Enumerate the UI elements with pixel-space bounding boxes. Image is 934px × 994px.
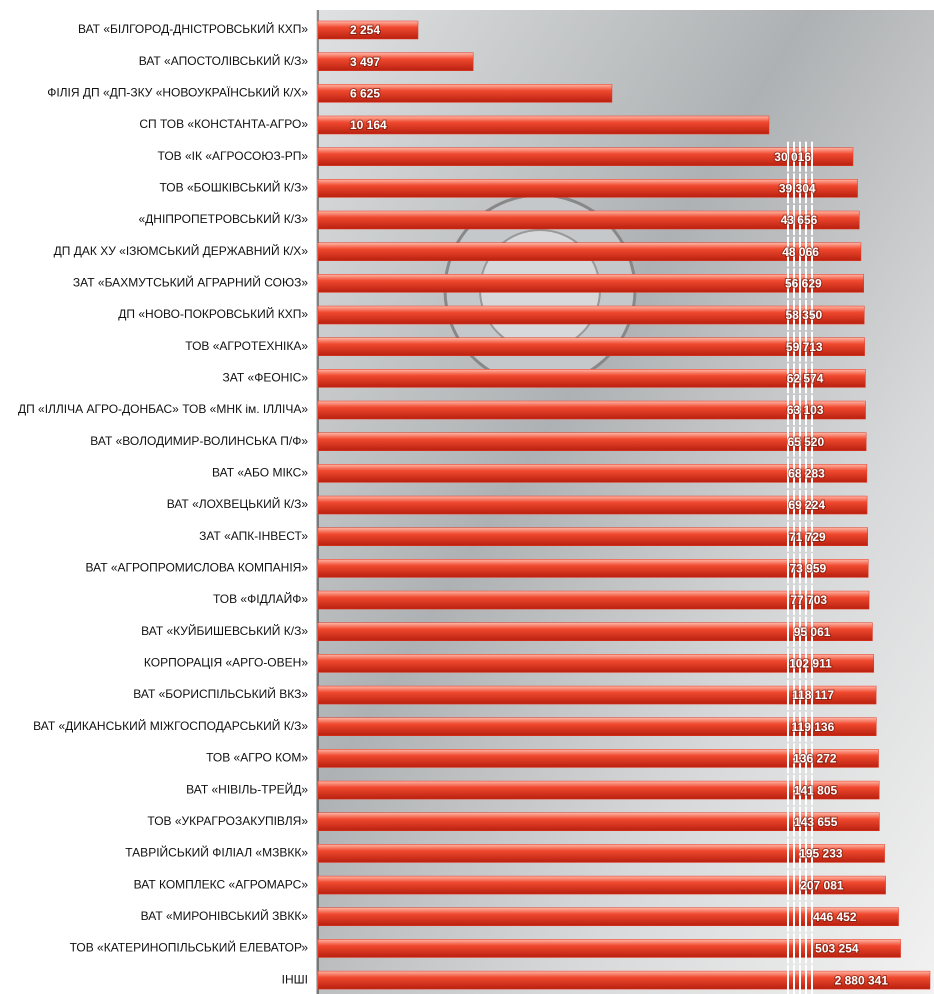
value-label: 6 625	[350, 87, 380, 101]
value-label: 71 729	[789, 530, 826, 544]
bar	[317, 590, 870, 610]
category-label: ІНШІ	[282, 972, 308, 986]
value-label: 56 629	[785, 277, 822, 291]
bar	[317, 622, 873, 641]
value-label: 503 254	[815, 942, 859, 956]
bar	[317, 780, 880, 800]
value-label: 2 254	[350, 23, 380, 37]
category-label: ВАТ «АГРОПРОМИСЛОВА КОМПАНІЯ»	[86, 561, 309, 575]
value-label: 118 117	[792, 688, 834, 702]
bar	[317, 495, 868, 515]
value-label: 446 452	[813, 910, 857, 924]
value-label: 43 656	[781, 213, 818, 227]
bar	[317, 685, 877, 705]
bar	[317, 812, 880, 831]
bar	[317, 464, 868, 483]
category-label: ВАТ «БІЛГОРОД-ДНІСТРОВСЬКИЙ КХП»	[78, 21, 308, 36]
category-label: ВАТ «АПОСТОЛІВСЬКИЙ К/З»	[139, 53, 309, 68]
value-label: 143 655	[794, 815, 838, 829]
category-label: ВАТ «АБО МІКС»	[212, 466, 308, 480]
category-label: ДП ДАК ХУ «ІЗЮМСЬКИЙ ДЕРЖАВНИЙ К/Х»	[54, 243, 309, 258]
bar	[317, 875, 886, 895]
value-label: 59 713	[786, 340, 823, 354]
value-label: 58 350	[786, 308, 823, 322]
bar	[317, 369, 866, 388]
bar	[317, 559, 869, 578]
category-label: ЗАТ «БАХМУТСЬКИЙ АГРАРНИЙ СОЮЗ»	[73, 275, 308, 290]
value-label: 48 066	[782, 245, 819, 259]
category-label: ТОВ «КАТЕРИНОПІЛЬСЬКИЙ ЕЛЕВАТОР»	[70, 940, 309, 955]
value-label: 141 805	[794, 783, 838, 797]
bar	[317, 242, 862, 261]
bar	[317, 749, 879, 768]
value-label: 30 016	[774, 150, 811, 164]
value-label: 119 136	[792, 720, 835, 734]
value-label: 68 283	[788, 467, 825, 481]
bar	[317, 337, 865, 356]
category-label: ВАТ «НІВІЛЬ-ТРЕЙД»	[186, 781, 308, 796]
bar	[317, 939, 901, 958]
bar	[317, 274, 864, 293]
category-label: ЗАТ «ФЕОНІС»	[223, 371, 309, 385]
bar	[317, 305, 865, 325]
value-label: 95 061	[794, 625, 831, 639]
category-label: ТАВРІЙСЬКИЙ ФІЛІАЛ «МЗВКК»	[125, 845, 308, 860]
bar	[317, 527, 868, 546]
bar	[317, 147, 854, 166]
value-label: 136 272	[793, 752, 837, 766]
category-label: СП ТОВ «КОНСТАНТА-АГРО»	[139, 117, 308, 131]
category-label: КОРПОРАЦІЯ «АРГО-ОВЕН»	[144, 656, 308, 670]
bar	[317, 654, 875, 673]
category-label: ДП «НОВО-ПОКРОВСЬКИЙ КХП»	[118, 306, 308, 321]
category-label: ТОВ «АГРОТЕХНІКА»	[185, 339, 308, 353]
category-label: ЗАТ «АПК-ІНВЕСТ»	[199, 529, 308, 543]
bar	[317, 115, 770, 135]
category-label: ВАТ КОМПЛЕКС «АГРОМАРС»	[134, 877, 309, 891]
bar	[317, 52, 474, 71]
bar	[317, 400, 866, 420]
value-label: 102 911	[789, 657, 832, 671]
value-label: 39 304	[779, 182, 816, 196]
category-label: «ДНІПРОПЕТРОВСЬКИЙ К/З»	[139, 211, 309, 226]
bar	[317, 179, 858, 198]
value-label: 62 574	[787, 372, 824, 386]
category-label: ФІЛІЯ ДП «ДП-ЗКУ «НОВОУКРАЇНСЬКИЙ К/Х»	[47, 85, 308, 100]
category-label: ВАТ «ДИКАНСЬКИЙ МІЖГОСПОДАРСЬКИЙ К/З»	[33, 718, 308, 733]
bar	[317, 210, 860, 230]
category-label: ВАТ «ЛОХВЕЦЬКИЙ К/З»	[167, 496, 309, 511]
bar	[317, 907, 899, 927]
category-label: ВАТ «КУЙБИШЕВСЬКИЙ К/З»	[141, 623, 308, 638]
category-label: ТОВ «АГРО КОМ»	[206, 751, 308, 765]
value-label: 195 233	[799, 847, 843, 861]
category-label: ВАТ «МИРОНІВСЬКИЙ ЗВКК»	[141, 908, 309, 923]
category-label: ВАТ «ВОЛОДИМИР-ВОЛИНСЬКА П/Ф»	[90, 434, 308, 448]
value-label: 65 520	[787, 435, 824, 449]
category-label: ТОВ «ФІДЛАЙФ»	[213, 591, 308, 606]
category-label: ТОВ «УКРАГРОЗАКУПІВЛЯ»	[147, 814, 308, 828]
bar	[317, 970, 931, 990]
value-label: 3 497	[350, 55, 380, 69]
value-label: 10 164	[350, 118, 387, 132]
bar	[317, 844, 885, 863]
bar	[317, 20, 419, 40]
category-label: ТОВ «БОШКІВСЬКИЙ К/З»	[160, 180, 309, 195]
value-label: 2 880 341	[835, 973, 889, 987]
value-label: 77 703	[790, 593, 827, 607]
category-label: ТОВ «ІК «АГРОСОЮЗ-РП»	[158, 149, 309, 163]
bar	[317, 84, 613, 103]
category-label: ВАТ «БОРИСПІЛЬСЬКИЙ ВКЗ»	[133, 686, 308, 701]
bar	[317, 717, 877, 736]
bar	[317, 432, 867, 451]
value-label: 63 103	[787, 403, 824, 417]
category-label: ДП «ІЛЛІЧА АГРО-ДОНБАС» ТОВ «МНК ім. ІЛЛ…	[18, 402, 308, 416]
value-label: 207 081	[800, 878, 844, 892]
value-label: 73 959	[790, 562, 827, 576]
value-label: 69 224	[788, 498, 825, 512]
